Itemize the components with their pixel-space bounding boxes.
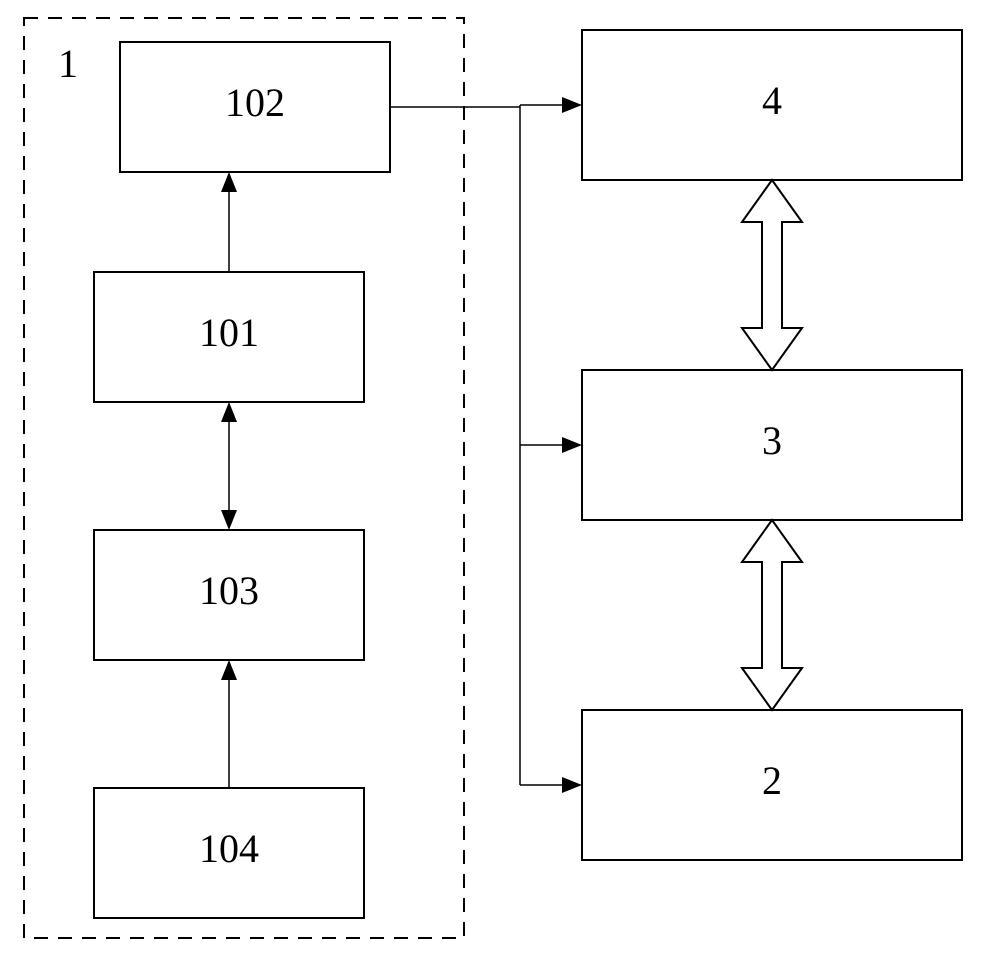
arrowhead bbox=[221, 510, 237, 530]
node-103-label: 103 bbox=[199, 568, 259, 613]
edge-hollow-bi-1 bbox=[742, 520, 802, 710]
node-4-label: 4 bbox=[762, 78, 782, 123]
arrowhead bbox=[221, 402, 237, 422]
arrowhead bbox=[562, 777, 582, 793]
node-102-label: 102 bbox=[225, 80, 285, 125]
node-3-label: 3 bbox=[762, 418, 782, 463]
arrowhead bbox=[562, 97, 582, 113]
group-1-label: 1 bbox=[58, 41, 78, 86]
arrowhead bbox=[221, 172, 237, 192]
arrowhead bbox=[562, 437, 582, 453]
node-104-label: 104 bbox=[199, 826, 259, 871]
node-101-label: 101 bbox=[199, 310, 259, 355]
arrowhead bbox=[221, 660, 237, 680]
edge-hollow-bi-0 bbox=[742, 180, 802, 370]
node-2-label: 2 bbox=[762, 758, 782, 803]
